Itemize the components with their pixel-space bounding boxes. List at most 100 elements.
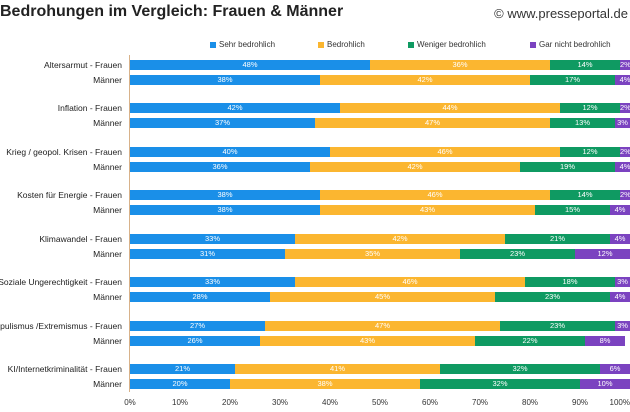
bar-segment: 4% [610,234,630,244]
category-label: Altersarmut - Frauen [44,60,122,70]
bar-segment: 4% [615,75,630,85]
bar-segment: 14% [550,190,620,200]
bar-segment: 4% [610,205,630,215]
bar-segment: 43% [260,336,475,346]
bar-segment: 18% [525,277,615,287]
legend-swatch [530,41,536,48]
bar-segment: 42% [295,234,505,244]
category-label: Männer [93,336,122,346]
bar-segment: 2% [620,60,630,70]
x-tick-label: 30% [271,398,289,407]
category-label: Männer [93,379,122,389]
bar-segment: 33% [130,277,295,287]
bar-segment: 46% [295,277,525,287]
bar-segment: 2% [620,103,630,113]
bar-segment: 32% [420,379,580,389]
chart-title: Bedrohungen im Vergleich: Frauen & Männe… [0,3,344,20]
bar-segment: 48% [130,60,370,70]
legend-label: Bedrohlich [327,40,365,49]
bar-segment: 19% [520,162,615,172]
category-label: Inflation - Frauen [57,103,122,113]
x-tick-label: 0% [124,398,136,407]
legend-item: Sehr bedrohlich [210,40,275,49]
category-label: Männer [93,118,122,128]
bar-segment: 12% [560,103,620,113]
category-label: KI/Internetkriminalität - Frauen [7,364,122,374]
bar-segment: 6% [600,364,630,374]
bar-segment: 36% [370,60,550,70]
bar-segment: 23% [495,292,610,302]
legend-swatch [408,41,414,48]
bar-segment: 3% [615,277,630,287]
bar-segment: 36% [130,162,310,172]
bar-segment: 47% [315,118,550,128]
bar-segment: 40% [130,147,330,157]
bar-segment: 23% [500,321,615,331]
bar-segment: 20% [130,379,230,389]
bar-segment: 45% [270,292,495,302]
category-label: Klimawandel - Frauen [39,234,122,244]
bar-segment: 8% [585,336,625,346]
bar-segment: 44% [340,103,560,113]
legend-label: Sehr bedrohlich [219,40,276,49]
bar-segment: 42% [130,103,340,113]
bar-segment: 38% [130,205,320,215]
bar-segment: 42% [320,75,530,85]
bar-segment: 13% [550,118,615,128]
watermark: © www.presseportal.de [494,6,628,21]
category-label: Männer [93,75,122,85]
x-tick-label: 50% [371,398,389,407]
x-tick-label: 40% [321,398,339,407]
legend-item: Bedrohlich [318,40,365,49]
x-tick-label: 90% [571,398,589,407]
bar-segment: 38% [230,379,420,389]
x-tick-label: 70% [471,398,489,407]
bar-segment: 46% [320,190,550,200]
bar-segment: 26% [130,336,260,346]
bar-segment: 21% [505,234,610,244]
bar-segment: 12% [560,147,620,157]
bar-segment: 15% [535,205,610,215]
category-label: Soziale Ungerechtigkeit - Frauen [0,277,122,287]
bar-segment: 46% [330,147,560,157]
bar-segment: 43% [320,205,535,215]
legend-item: Weniger bedrohlich [408,40,486,49]
bar-segment: 27% [130,321,265,331]
bar-segment: 12% [575,249,630,259]
bar-segment: 35% [285,249,460,259]
bar-segment: 2% [620,147,630,157]
x-tick-label: 20% [221,398,239,407]
bar-segment: 28% [130,292,270,302]
bar-segment: 31% [130,249,285,259]
bar-segment: 22% [475,336,585,346]
bar-segment: 4% [610,292,630,302]
bar-segment: 4% [615,162,630,172]
bar-segment: 17% [530,75,615,85]
category-label: Männer [93,205,122,215]
x-tick-label: 100% [609,398,630,407]
bar-segment: 42% [310,162,520,172]
bar-segment: 23% [460,249,575,259]
bar-segment: 21% [130,364,235,374]
category-label: Krieg / geopol. Krisen - Frauen [6,147,122,157]
x-tick-label: 10% [171,398,189,407]
x-tick-label: 80% [521,398,539,407]
legend-swatch [210,41,216,48]
legend-swatch [318,41,324,48]
plot-area: 48% 36% 14% 2% 38% 42% 17% 4% 42% 44% 12% 2% 37% 47% 1… [130,55,630,392]
bar-segment: 3% [615,118,630,128]
bar-segment: 10% [580,379,630,389]
y-axis-line [129,55,130,392]
bar-segment: 3% [615,321,630,331]
category-label: Männer [93,162,122,172]
x-tick-label: 60% [421,398,439,407]
bar-segment: 38% [130,190,320,200]
category-label: Kosten für Energie - Frauen [17,190,122,200]
bar-segment: 37% [130,118,315,128]
bar-segment: 2% [620,190,630,200]
bar-segment: 32% [440,364,600,374]
bar-segment: 38% [130,75,320,85]
bar-segment: 41% [235,364,440,374]
bar-segment: 33% [130,234,295,244]
bar-segment: 47% [265,321,500,331]
